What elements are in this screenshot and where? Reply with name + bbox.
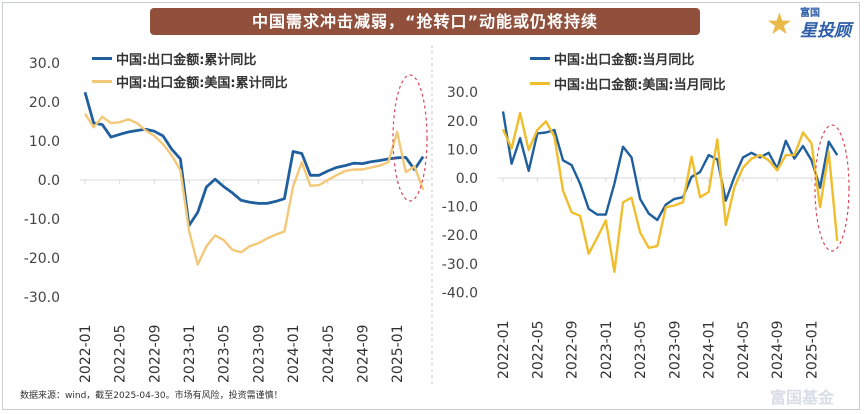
x-tick-label: 2023-05 <box>633 321 649 380</box>
x-tick-label: 2023-01 <box>182 325 198 384</box>
y-tick-label: 30.0 <box>447 85 478 101</box>
y-tick-label: -30.0 <box>442 257 478 273</box>
legend-label: 中国:出口金额:累计同比 <box>116 53 257 68</box>
page-title: 中国需求冲击减弱，“抢转口”动能或仍将持续 <box>150 8 700 35</box>
logo-line2: 星投顾 <box>800 21 851 41</box>
x-tick-label: 2022-05 <box>113 325 129 384</box>
y-tick-label: 20.0 <box>29 95 60 111</box>
x-tick-label: 2022-01 <box>78 325 94 384</box>
source-note: 数据来源：wind，截至2025-04-30。市场有风险，投资需谨慎！ <box>20 391 283 401</box>
x-tick-label: 2023-05 <box>217 325 233 384</box>
legend-left-2: 中国:出口金额:美国:累计同比 <box>92 72 288 91</box>
y-tick-label: 0.0 <box>456 171 478 187</box>
legend-label: 中国:出口金额:当月同比 <box>554 53 695 68</box>
x-tick-label: 2024-01 <box>286 325 302 384</box>
x-tick-label: 2022-09 <box>147 325 163 384</box>
legend-swatch <box>530 82 550 85</box>
brand-logo: ★ 富国 星投顾 <box>766 6 856 48</box>
logo-line1: 富国 <box>800 8 820 19</box>
x-tick-label: 2025-01 <box>390 325 406 384</box>
x-tick-label: 2025-01 <box>805 321 821 380</box>
y-tick-label: -20.0 <box>442 228 478 244</box>
series-line-total <box>83 91 425 228</box>
star-icon: ★ <box>766 7 793 42</box>
legend-label: 中国:出口金额:美国:当月同比 <box>554 78 726 93</box>
x-tick-label: 2023-09 <box>667 321 683 380</box>
x-tick-label: 2022-05 <box>530 321 546 380</box>
series-line-us <box>501 111 839 273</box>
y-tick-label: -10.0 <box>24 212 60 228</box>
y-tick-label: -30.0 <box>24 290 60 306</box>
series-line-us <box>83 113 425 266</box>
x-tick-label: 2024-05 <box>736 321 752 380</box>
highlight-ellipse <box>814 124 850 252</box>
y-tick-label: 30.0 <box>29 56 60 72</box>
legend-swatch <box>92 57 112 60</box>
y-tick-label: 0.0 <box>38 173 60 189</box>
watermark: 富国基金 <box>770 388 835 407</box>
legend-right-2: 中国:出口金额:美国:当月同比 <box>530 74 726 93</box>
legend-left-1: 中国:出口金额:累计同比 <box>92 49 256 68</box>
x-tick-label: 2024-01 <box>702 321 718 380</box>
x-tick-label: 2024-09 <box>355 325 371 384</box>
y-tick-label: 10.0 <box>447 142 478 158</box>
y-tick-label: -20.0 <box>24 251 60 267</box>
highlight-ellipse <box>392 74 428 202</box>
x-tick-label: 2023-01 <box>599 321 615 380</box>
legend-swatch <box>92 80 112 83</box>
y-tick-label: -40.0 <box>442 285 478 301</box>
y-tick-label: 20.0 <box>447 114 478 130</box>
legend-label: 中国:出口金额:美国:累计同比 <box>116 76 288 91</box>
series-line-total <box>501 111 839 222</box>
y-tick-label: 10.0 <box>29 134 60 150</box>
x-tick-label: 2024-09 <box>770 321 786 380</box>
legend-right-1: 中国:出口金额:当月同比 <box>530 49 694 68</box>
legend-swatch <box>530 57 550 60</box>
chart-frame <box>2 2 860 410</box>
x-tick-label: 2024-05 <box>321 325 337 384</box>
x-tick-label: 2022-01 <box>496 321 512 380</box>
x-tick-label: 2023-09 <box>251 325 267 384</box>
x-tick-label: 2022-09 <box>565 321 581 380</box>
y-tick-label: -10.0 <box>442 200 478 216</box>
